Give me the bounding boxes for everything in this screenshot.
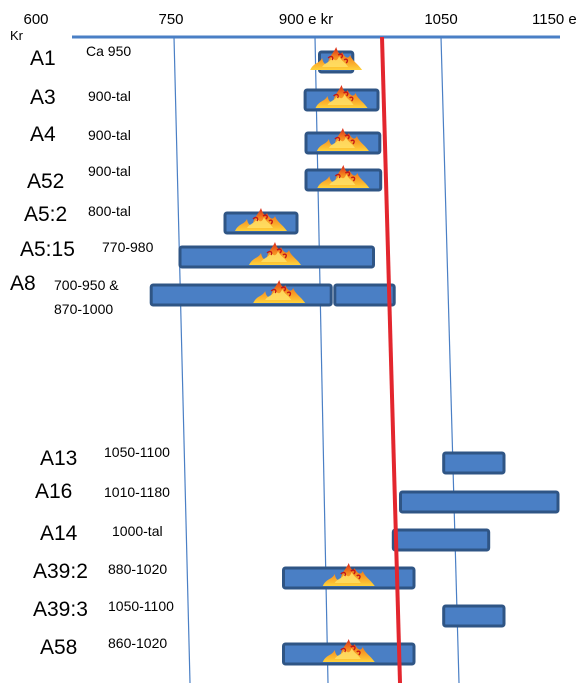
x-tick-label: 1050 <box>424 11 457 28</box>
guide-line <box>440 36 460 683</box>
row-code-label: A5:15 <box>20 238 75 261</box>
row-code-label: A4 <box>30 123 56 146</box>
x-axis: 600 750 900 e kr 1050 1150 e Kr <box>10 11 577 43</box>
flame-icon <box>253 280 306 303</box>
row-code-label: A1 <box>30 47 56 70</box>
flame-icon <box>249 242 301 265</box>
flame-icon <box>315 85 368 108</box>
x-tick-label: 750 <box>158 11 183 28</box>
range-bar <box>442 451 506 475</box>
row-date-label: 900-tal <box>88 88 131 104</box>
row-date-label: 900-tal <box>88 127 131 143</box>
row-date-label: 860-1020 <box>108 635 167 651</box>
row-code-label: A3 <box>30 86 56 109</box>
row-date-label: 1000-tal <box>112 523 163 539</box>
row-date-label: 800-tal <box>88 203 131 219</box>
range-bar <box>333 283 396 307</box>
row-code-label: A39:2 <box>33 560 88 583</box>
range-bars <box>149 47 560 666</box>
row-code-label: A8 <box>10 272 36 295</box>
flame-icon <box>316 128 369 151</box>
range-bar <box>442 604 506 628</box>
row-date-label: 880-1020 <box>108 561 167 577</box>
flame-icon <box>322 563 375 586</box>
x-tick-label: 600 <box>23 11 48 28</box>
row-date-label: 1010-1180 <box>104 484 170 500</box>
row-date-label-line2: 870-1000 <box>54 301 113 317</box>
flame-icon <box>235 208 287 231</box>
flame-icon <box>310 47 363 70</box>
flame-icon <box>322 639 375 662</box>
row-code-label: A52 <box>27 170 64 193</box>
row-code-label: A58 <box>40 636 77 659</box>
range-bar <box>399 490 560 514</box>
row-date-label: 770-980 <box>102 239 154 255</box>
row-date-label: Ca 950 <box>86 43 131 59</box>
row-date-label: 900-tal <box>88 163 131 179</box>
row-date-label: 1050-1100 <box>104 444 170 460</box>
reference-line <box>380 36 402 683</box>
x-unit-label: Kr <box>10 28 24 43</box>
row-code-label: A14 <box>40 522 78 545</box>
row-code-label: A5:2 <box>24 203 67 226</box>
row-date-label: 700-950 & <box>54 277 119 293</box>
row-labels: A1 Ca 950 A3 900-tal A4 900-tal A52 900-tal A5:2… <box>10 43 174 659</box>
row-code-label: A39:3 <box>33 598 88 621</box>
reference-line-group <box>380 36 402 683</box>
range-bar <box>391 528 491 552</box>
x-tick-label: 900 e kr <box>279 11 333 28</box>
row-code-label: A13 <box>40 447 77 470</box>
x-tick-label: 1150 e <box>532 11 577 28</box>
flame-icon <box>317 165 370 188</box>
guide-line <box>173 36 191 683</box>
row-date-label: 1050-1100 <box>108 598 174 614</box>
row-code-label: A16 <box>35 480 72 503</box>
